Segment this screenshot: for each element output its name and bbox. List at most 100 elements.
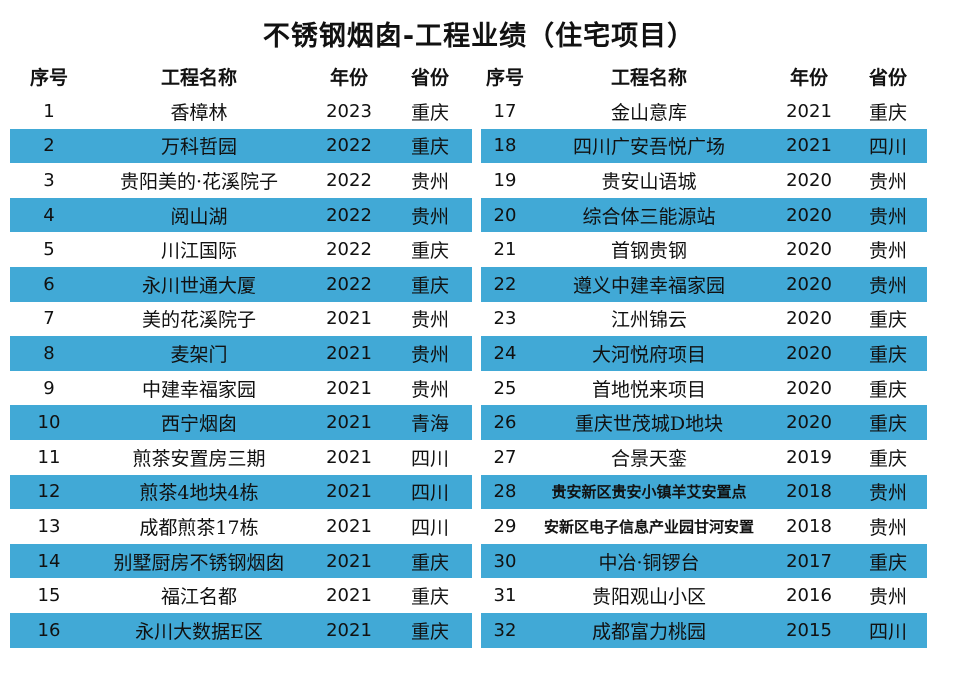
project-year: 2022 — [326, 239, 372, 261]
project-name: 遵义中建幸福家园 — [529, 266, 769, 302]
project-province: 重庆 — [849, 543, 927, 579]
row-number: 13 — [37, 515, 61, 537]
project-name: 大河悦府项目 — [529, 336, 769, 371]
table-row: 7 美的花溪院子 2021 贵州 — [10, 302, 472, 337]
table-row: 12 煎茶4地块4栋 2021 四川 — [10, 474, 472, 510]
table-row: 3 贵阳美的·花溪院子 2022 贵州 — [10, 163, 472, 198]
project-year: 2021 — [326, 585, 372, 607]
table-row: 8 麦架门 2021 贵州 — [10, 336, 472, 371]
project-name: 麦架门 — [88, 336, 310, 371]
row-number: 16 — [10, 612, 88, 648]
table-row: 26 重庆世茂城D地块 2020 重庆 — [481, 405, 927, 440]
project-year: 2021 — [310, 405, 388, 440]
project-name: 综合体三能源站 — [529, 197, 769, 233]
row-number: 20 — [481, 197, 529, 233]
project-province: 四川 — [388, 474, 472, 510]
project-province: 贵州 — [868, 170, 907, 193]
project-province: 贵州 — [410, 170, 449, 193]
row-number: 31 — [493, 585, 517, 607]
project-name: 阅山湖 — [88, 197, 310, 233]
project-name: 首钢贵钢 — [610, 240, 687, 263]
project-province: 重庆 — [410, 586, 449, 609]
project-year: 2015 — [769, 612, 849, 648]
project-province: 贵州 — [388, 336, 472, 371]
table-row: 1 香樟林 2023 重庆 — [10, 94, 472, 129]
project-year: 2021 — [326, 377, 372, 399]
row-number: 23 — [493, 308, 517, 330]
project-name: 重庆世茂城D地块 — [529, 405, 769, 440]
table-row: 24 大河悦府项目 2020 重庆 — [481, 336, 927, 371]
project-name: 万科哲园 — [88, 128, 310, 164]
table-row: 19 贵安山语城 2020 贵州 — [481, 163, 927, 198]
table-row: 5 川江国际 2022 重庆 — [10, 232, 472, 267]
table-row: 13 成都煎茶17栋 2021 四川 — [10, 509, 472, 544]
table-row: 16 永川大数据E区 2021 重庆 — [10, 612, 472, 648]
table-row: 27 合景天銮 2019 重庆 — [481, 440, 927, 475]
project-year: 2018 — [786, 515, 832, 537]
project-province: 重庆 — [388, 266, 472, 302]
project-year: 2017 — [769, 543, 849, 579]
table-row: 4 阅山湖 2022 贵州 — [10, 197, 472, 233]
table-row: 11 煎茶安置房三期 2021 四川 — [10, 440, 472, 475]
table-row: 30 中冶·铜锣台 2017 重庆 — [481, 543, 927, 579]
project-province: 贵州 — [868, 240, 907, 263]
project-province: 四川 — [849, 612, 927, 648]
project-year: 2019 — [786, 446, 832, 468]
project-name: 金山意库 — [610, 101, 687, 124]
project-province: 四川 — [410, 447, 449, 470]
project-name: 贵阳美的·花溪院子 — [119, 170, 279, 193]
project-province: 四川 — [410, 516, 449, 539]
header-name: 工程名称 — [610, 66, 687, 89]
project-province: 贵州 — [410, 309, 449, 332]
header-row: 序号 工程名称 年份 省份 — [481, 58, 927, 94]
row-number: 29 — [493, 515, 517, 537]
table-row: 20 综合体三能源站 2020 贵州 — [481, 197, 927, 233]
table-row: 14 别墅厨房不锈钢烟囱 2021 重庆 — [10, 543, 472, 579]
project-province: 重庆 — [849, 405, 927, 440]
project-province: 重庆 — [388, 128, 472, 164]
project-year: 2020 — [786, 377, 832, 399]
project-province: 贵州 — [868, 586, 907, 609]
project-name: 香樟林 — [170, 101, 228, 124]
table-row: 31 贵阳观山小区 2016 贵州 — [481, 578, 927, 613]
table-row: 2 万科哲园 2022 重庆 — [10, 128, 472, 164]
project-year: 2021 — [326, 308, 372, 330]
row-number: 17 — [493, 100, 517, 122]
project-year: 2020 — [786, 239, 832, 261]
project-name: 首地悦来项目 — [591, 378, 706, 401]
project-year: 2021 — [310, 612, 388, 648]
project-year: 2020 — [786, 169, 832, 191]
project-province: 重庆 — [868, 378, 907, 401]
header-no: 序号 — [29, 66, 68, 89]
project-year: 2016 — [786, 585, 832, 607]
row-number: 26 — [481, 405, 529, 440]
table-row: 28 贵安新区贵安小镇羊艾安置点 2018 贵州 — [481, 474, 927, 510]
header-province: 省份 — [868, 66, 907, 89]
project-year: 2020 — [769, 405, 849, 440]
project-year: 2021 — [786, 100, 832, 122]
row-number: 21 — [493, 239, 517, 261]
project-name: 煎茶安置房三期 — [132, 447, 266, 470]
project-year: 2021 — [326, 515, 372, 537]
row-number: 7 — [43, 308, 55, 330]
project-province: 贵州 — [388, 197, 472, 233]
project-name: 成都富力桃园 — [529, 612, 769, 648]
table-row: 29 安新区电子信息产业园甘河安置 2018 贵州 — [481, 509, 927, 544]
project-year: 2021 — [310, 336, 388, 371]
table-row: 25 首地悦来项目 2020 重庆 — [481, 371, 927, 406]
project-province: 贵州 — [849, 197, 927, 233]
project-province: 重庆 — [868, 309, 907, 332]
project-year: 2021 — [326, 446, 372, 468]
project-province: 贵州 — [868, 516, 907, 539]
page-title: 不锈钢烟囱-工程业绩（住宅项目） — [262, 21, 696, 52]
project-name: 永川大数据E区 — [88, 612, 310, 648]
project-name: 别墅厨房不锈钢烟囱 — [88, 543, 310, 579]
project-name: 成都煎茶17栋 — [139, 516, 259, 539]
project-name: 贵安新区贵安小镇羊艾安置点 — [529, 474, 769, 510]
project-name: 中冶·铜锣台 — [529, 543, 769, 579]
project-year: 2022 — [310, 197, 388, 233]
project-province: 青海 — [388, 405, 472, 440]
project-name: 贵安山语城 — [601, 170, 697, 193]
project-name: 四川广安吾悦广场 — [529, 128, 769, 164]
project-name: 合景天銮 — [610, 447, 687, 470]
